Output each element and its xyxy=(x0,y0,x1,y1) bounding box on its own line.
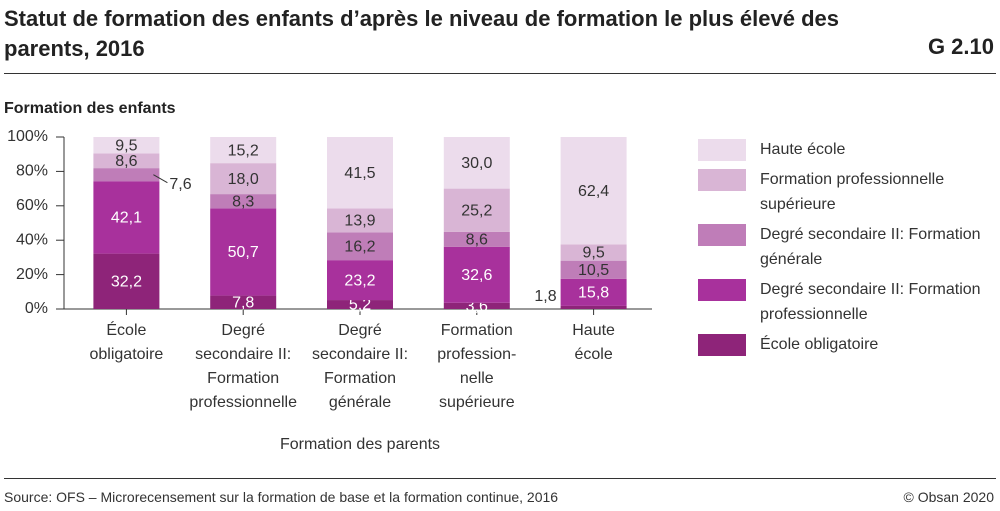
data-label: 9,5 xyxy=(582,245,604,262)
header-rule xyxy=(4,73,996,74)
chart-id: G 2.10 xyxy=(927,34,994,59)
legend-label: Formation professionnelle supérieure xyxy=(760,171,945,213)
data-label: 32,2 xyxy=(111,274,142,291)
data-label: 15,2 xyxy=(228,142,259,159)
data-label: 16,2 xyxy=(344,238,375,255)
data-label: 50,7 xyxy=(228,244,259,261)
data-label: 32,6 xyxy=(461,267,492,284)
data-label: 9,5 xyxy=(115,137,137,154)
data-label: 62,4 xyxy=(578,183,609,200)
x-tick-label: profession- xyxy=(437,346,516,363)
x-tick-label: nelle xyxy=(460,370,494,387)
data-label: 5,2 xyxy=(349,297,371,314)
y-tick-label: 40% xyxy=(16,231,48,248)
x-tick-label: Formation xyxy=(324,370,396,387)
data-label: 41,5 xyxy=(344,165,375,182)
data-label: 18,0 xyxy=(228,171,259,188)
legend: Haute école Formation professionnelle sup… xyxy=(698,137,990,357)
legend-item: Degré secondaire II: Formation générale xyxy=(698,222,990,272)
x-tick-label: supérieure xyxy=(439,394,515,411)
x-axis-label: Formation des parents xyxy=(280,436,440,453)
bar-segment xyxy=(443,231,510,247)
data-label: 8,6 xyxy=(466,232,488,249)
y-tick-label: 20% xyxy=(16,266,48,283)
data-label: 42,1 xyxy=(111,210,142,227)
x-tick-label: générale xyxy=(329,394,391,411)
leader-line xyxy=(153,174,168,184)
x-tick-label: secondaire II: xyxy=(195,346,291,363)
bar-segment xyxy=(210,194,277,209)
x-tick-label: école xyxy=(574,346,612,363)
bar-segment xyxy=(560,305,627,309)
y-tick-label: 60% xyxy=(16,197,48,214)
copyright: © Obsan 2020 xyxy=(903,489,995,505)
data-label: 8,6 xyxy=(115,153,137,170)
data-label: 30,0 xyxy=(461,155,492,172)
bar-segment xyxy=(560,137,627,245)
bar-segment xyxy=(443,188,510,232)
data-label: 7,8 xyxy=(232,295,254,312)
data-label: 15,8 xyxy=(578,285,609,302)
x-tick-label: École xyxy=(106,320,146,339)
bar-segment xyxy=(210,163,277,195)
bar-segment xyxy=(443,137,510,189)
data-label: 8,3 xyxy=(232,193,254,210)
data-label: 25,2 xyxy=(461,202,492,219)
x-tick-label: Formation xyxy=(207,370,279,387)
x-tick-label: secondaire II: xyxy=(312,346,408,363)
legend-swatch xyxy=(698,139,746,161)
bar-segment xyxy=(93,153,160,169)
bar-segment xyxy=(560,244,627,261)
y-axis-label: Formation des enfants xyxy=(4,100,176,117)
x-tick-label: Degré xyxy=(221,322,265,339)
legend-swatch xyxy=(698,334,746,356)
bar-segment xyxy=(93,137,160,154)
y-tick-label: 100% xyxy=(7,128,48,145)
bar-segment xyxy=(443,246,510,303)
data-label: 1,8 xyxy=(534,288,556,305)
legend-label: Degré secondaire II: Formation professio… xyxy=(760,281,981,323)
bar-segment xyxy=(327,232,393,261)
legend-swatch xyxy=(698,279,746,301)
source: Source: OFS – Microrecensement sur la fo… xyxy=(4,489,559,505)
bar-segment xyxy=(327,137,393,209)
data-label: 7,6 xyxy=(169,176,191,193)
legend-label: École obligatoire xyxy=(760,336,879,353)
legend-swatch xyxy=(698,169,746,191)
y-tick-label: 0% xyxy=(25,300,48,317)
legend-label: Haute école xyxy=(760,141,846,158)
bar-segment xyxy=(327,208,393,233)
legend-item: Haute école xyxy=(698,137,990,162)
chart-title: Statut de formation des enfants d’après … xyxy=(4,6,839,61)
x-tick-label: Haute xyxy=(572,322,615,339)
footer-rule xyxy=(4,478,996,479)
bar-segment xyxy=(560,260,627,279)
bar-segment xyxy=(327,300,393,309)
data-label: 10,5 xyxy=(578,262,609,279)
bar-segment xyxy=(93,253,160,309)
bar-segment xyxy=(443,302,510,309)
legend-item: Degré secondaire II: Formation professio… xyxy=(698,277,990,327)
y-tick-label: 80% xyxy=(16,163,48,180)
legend-label: Degré secondaire II: Formation générale xyxy=(760,226,981,268)
data-label: 13,9 xyxy=(344,213,375,230)
x-tick-label: obligatoire xyxy=(89,346,163,363)
data-label: 23,2 xyxy=(344,272,375,289)
bar-segment xyxy=(93,181,160,254)
bar-segment xyxy=(210,295,277,309)
bar-segment xyxy=(210,208,277,296)
bar-segment xyxy=(327,260,393,301)
x-tick-label: professionnelle xyxy=(189,394,297,411)
legend-item: École obligatoire xyxy=(698,332,990,357)
legend-item: Formation professionnelle supérieure xyxy=(698,167,990,217)
x-tick-label: Formation xyxy=(441,322,513,339)
legend-swatch xyxy=(698,224,746,246)
bar-segment xyxy=(210,137,277,164)
bar-segment xyxy=(93,168,160,182)
bar-segment xyxy=(560,278,627,306)
x-tick-label: Degré xyxy=(338,322,382,339)
